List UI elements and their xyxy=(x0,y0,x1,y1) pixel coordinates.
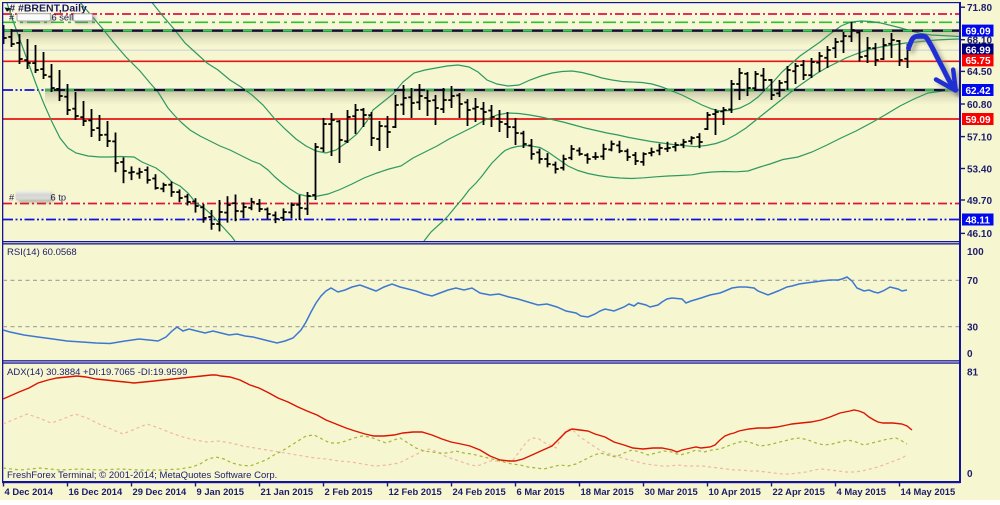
svg-text:30 Mar 2015: 30 Mar 2015 xyxy=(645,486,698,497)
svg-text:49.70: 49.70 xyxy=(967,196,992,207)
svg-text:9 Jan 2015: 9 Jan 2015 xyxy=(197,486,244,497)
svg-text:53.40: 53.40 xyxy=(967,164,992,175)
svg-text:62.42: 62.42 xyxy=(966,86,991,97)
svg-text:#: # xyxy=(10,4,16,15)
svg-text:FreshForex Terminal; © 2001-20: FreshForex Terminal; © 2001-2014; MetaQu… xyxy=(7,470,277,481)
svg-text:71.80: 71.80 xyxy=(967,3,992,14)
svg-text:#: # xyxy=(9,193,15,203)
svg-text:81: 81 xyxy=(967,367,979,378)
svg-text:14 May 2015: 14 May 2015 xyxy=(901,486,956,497)
svg-text:22 Apr 2015: 22 Apr 2015 xyxy=(773,486,825,497)
svg-text:#: # xyxy=(9,12,15,22)
svg-text:6 tp: 6 tp xyxy=(51,193,67,203)
svg-text:30: 30 xyxy=(967,322,979,333)
svg-text:24 Feb 2015: 24 Feb 2015 xyxy=(453,486,506,497)
svg-text:46.10: 46.10 xyxy=(967,229,992,240)
svg-text:100: 100 xyxy=(967,247,984,258)
svg-text:68.10: 68.10 xyxy=(967,36,992,47)
svg-text:66.99: 66.99 xyxy=(966,45,991,56)
svg-text:16 Dec 2014: 16 Dec 2014 xyxy=(69,486,123,497)
svg-text:59.09: 59.09 xyxy=(966,115,991,126)
svg-text:4 May 2015: 4 May 2015 xyxy=(837,486,887,497)
svg-text:21 Jan 2015: 21 Jan 2015 xyxy=(261,486,314,497)
svg-text:57.10: 57.10 xyxy=(967,132,992,143)
svg-text:29 Dec 2014: 29 Dec 2014 xyxy=(133,486,187,497)
svg-text:RSI(14) 60.0568: RSI(14) 60.0568 xyxy=(7,247,77,258)
svg-text:18 Mar 2015: 18 Mar 2015 xyxy=(581,486,634,497)
svg-text:64.50: 64.50 xyxy=(967,67,992,78)
svg-text:0: 0 xyxy=(967,469,973,480)
svg-text:4 Dec 2014: 4 Dec 2014 xyxy=(5,486,54,497)
svg-text:6 Mar 2015: 6 Mar 2015 xyxy=(517,486,565,497)
svg-text:#BRENT,Daily: #BRENT,Daily xyxy=(18,3,87,15)
svg-text:60.80: 60.80 xyxy=(967,100,992,111)
svg-text:69.09: 69.09 xyxy=(966,26,991,37)
svg-text:2 Feb 2015: 2 Feb 2015 xyxy=(325,486,373,497)
svg-text:10 Apr 2015: 10 Apr 2015 xyxy=(709,486,761,497)
svg-text:6 sell: 6 sell xyxy=(52,12,74,22)
svg-text:65.75: 65.75 xyxy=(966,56,991,67)
svg-text:48.11: 48.11 xyxy=(966,215,991,226)
svg-text:12 Feb 2015: 12 Feb 2015 xyxy=(389,486,442,497)
svg-text:70: 70 xyxy=(967,276,979,287)
svg-text:ADX(14) 30.3884 +DI:19.7065 -D: ADX(14) 30.3884 +DI:19.7065 -DI:19.9599 xyxy=(7,367,187,378)
svg-text:0: 0 xyxy=(967,349,973,360)
